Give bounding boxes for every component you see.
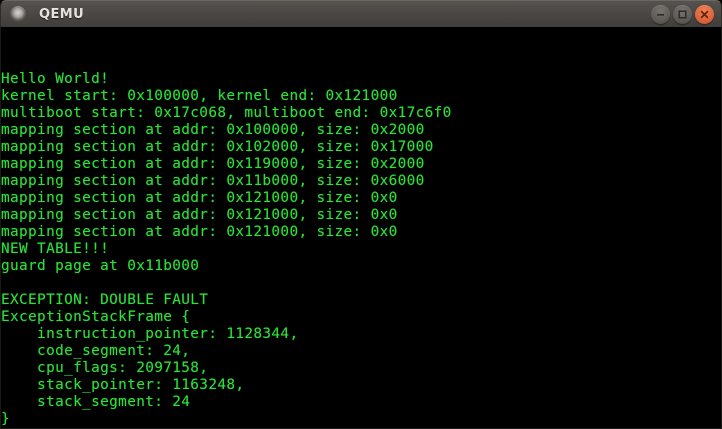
maximize-button[interactable] [673,5,692,24]
terminal-screen[interactable]: Hello World! kernel start: 0x100000, kern… [0,27,722,429]
terminal-line: mapping section at addr: 0x11b000, size:… [1,173,425,189]
terminal-line: multiboot start: 0x17c068, multiboot end… [1,105,452,121]
qemu-app-icon [10,6,26,22]
terminal-output: Hello World! kernel start: 0x100000, kern… [1,71,452,428]
terminal-line: } [1,411,11,427]
terminal-line: mapping section at addr: 0x102000, size:… [1,139,434,155]
close-button[interactable] [695,5,714,24]
minimize-icon [657,14,664,16]
terminal-line: instruction_pointer: 1128344, [1,326,299,342]
window-controls [651,1,714,28]
terminal-line: mapping section at addr: 0x121000, size:… [1,224,398,240]
terminal-line: guard page at 0x11b000 [1,258,200,274]
close-icon [700,10,709,19]
terminal-line: NEW TABLE!!! [1,241,110,257]
terminal-line: kernel start: 0x100000, kernel end: 0x12… [1,88,398,104]
terminal-line: EXCEPTION: DOUBLE FAULT [1,292,209,308]
terminal-line: ExceptionStackFrame { [1,309,191,325]
terminal-line [1,275,452,292]
terminal-line: Hello World! [1,71,110,87]
terminal-line: mapping section at addr: 0x119000, size:… [1,156,425,172]
terminal-line: stack_pointer: 1163248, [1,377,245,393]
terminal-line: code_segment: 24, [1,343,191,359]
maximize-icon [678,10,687,19]
terminal-line: stack_segment: 24 [1,394,191,410]
window-titlebar[interactable]: QEMU [0,0,722,27]
terminal-line: mapping section at addr: 0x121000, size:… [1,207,398,223]
terminal-line: mapping section at addr: 0x121000, size:… [1,190,398,206]
minimize-button[interactable] [651,5,670,24]
terminal-line: mapping section at addr: 0x100000, size:… [1,122,425,138]
window-title: QEMU [39,6,85,22]
terminal-line: cpu_flags: 2097158, [1,360,209,376]
